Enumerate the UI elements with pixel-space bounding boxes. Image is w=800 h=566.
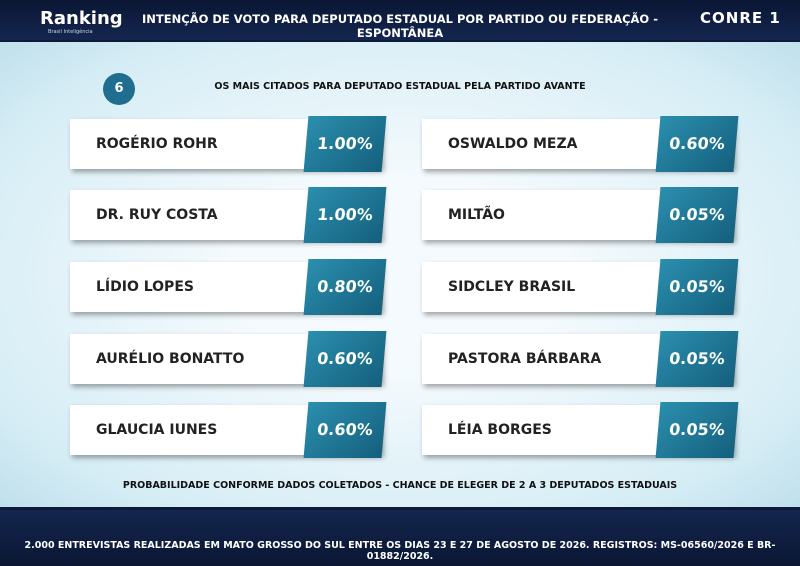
logo-tagline: Brasil Inteligência [48,29,93,35]
candidate-name: OSWALDO MEZA [448,136,578,152]
title: INTENÇÃO DE VOTO PARA DEPUTADO ESTADUAL … [142,12,658,40]
candidate-value: 0.60% [303,402,387,458]
candidate-value: 1.00% [303,116,387,172]
logo: Ranking [40,8,123,29]
footer-bar [0,510,800,566]
candidate-value: 0.05% [655,259,739,315]
candidate-card: LÍDIO LOPES 0.80% [70,259,387,315]
candidate-name: ROGÉRIO ROHR [96,136,218,152]
candidate-name: AURÉLIO BONATTO [96,351,245,367]
candidate-card: ROGÉRIO ROHR 1.00% [70,116,387,172]
footer: 2.000 ENTREVISTAS REALIZADAS EM MATO GRO… [24,540,776,562]
candidate-name: PASTORA BÁRBARA [448,351,602,367]
candidate-card: LÉIA BORGES 0.05% [422,402,739,458]
candidate-name: SIDCLEY BRASIL [448,279,576,295]
candidate-card: SIDCLEY BRASIL 0.05% [422,259,739,315]
candidate-card: DR. RUY COSTA 1.00% [70,187,387,243]
candidate-value: 0.05% [655,331,739,387]
subtitle: OS MAIS CITADOS PARA DEPUTADO ESTADUAL P… [214,81,586,92]
note: PROBABILIDADE CONFORME DADOS COLETADOS -… [122,480,678,491]
section-number: 6 [103,73,135,105]
brand: CONRE 1 [700,9,781,27]
candidate-name: LÍDIO LOPES [96,279,194,295]
candidate-value: 0.05% [655,187,739,243]
candidate-value: 0.60% [303,331,387,387]
candidate-value: 0.05% [655,402,739,458]
candidate-card: PASTORA BÁRBARA 0.05% [422,331,739,387]
candidate-name: GLAUCIA IUNES [96,422,218,438]
candidate-name: MILTÃO [448,207,505,223]
candidate-value: 1.00% [303,187,387,243]
candidate-name: DR. RUY COSTA [96,207,218,223]
candidate-card: MILTÃO 0.05% [422,187,739,243]
candidate-name: LÉIA BORGES [448,422,552,438]
header-bar [0,0,800,40]
candidate-card: AURÉLIO BONATTO 0.60% [70,331,387,387]
candidate-value: 0.80% [303,259,387,315]
candidate-value: 0.60% [655,116,739,172]
candidate-card: OSWALDO MEZA 0.60% [422,116,739,172]
candidate-card: GLAUCIA IUNES 0.60% [70,402,387,458]
